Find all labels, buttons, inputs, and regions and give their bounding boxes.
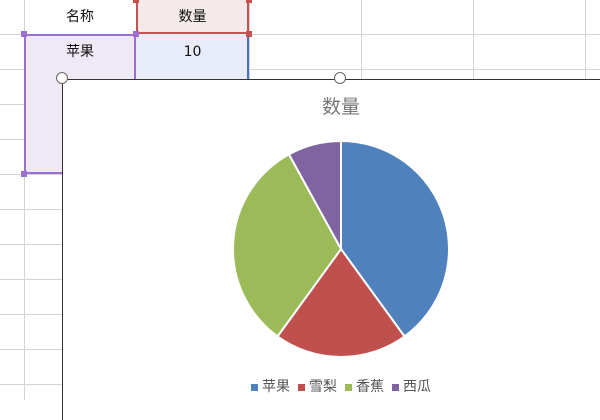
chart-resize-handle[interactable]: [334, 72, 346, 84]
legend-label: 西瓜: [403, 379, 431, 395]
legend-item[interactable]: 香蕉: [345, 376, 384, 396]
range-handle[interactable]: [133, 31, 139, 37]
values-range-highlight: [136, 34, 249, 80]
pie-slice-4[interactable]: [287, 139, 342, 250]
pie-plot: [232, 139, 450, 358]
legend-swatch: [298, 383, 305, 391]
legend-swatch: [345, 383, 352, 391]
range-handle[interactable]: [21, 31, 27, 37]
cell-quantity[interactable]: 10: [183, 44, 202, 60]
legend-label: 苹果: [262, 379, 290, 395]
legend-item[interactable]: 苹果: [251, 376, 290, 396]
col-line: [24, 0, 25, 400]
range-handle[interactable]: [246, 0, 252, 3]
range-handle[interactable]: [246, 31, 252, 37]
legend-label: 香蕉: [356, 379, 384, 395]
pie-slice-3[interactable]: [232, 152, 343, 338]
legend-label: 雪梨: [309, 379, 337, 395]
pie-slice-1[interactable]: [340, 139, 450, 338]
series-name-highlight: [136, 0, 249, 34]
legend-item[interactable]: 雪梨: [298, 376, 337, 396]
range-handle[interactable]: [21, 171, 27, 177]
legend-item[interactable]: 西瓜: [392, 376, 431, 396]
header-cell-quantity[interactable]: 数量: [178, 9, 207, 25]
legend-swatch: [392, 383, 399, 391]
range-handle[interactable]: [133, 0, 139, 3]
chart-resize-handle[interactable]: [56, 72, 68, 84]
legend-swatch: [251, 383, 258, 391]
chart-title[interactable]: 数量: [321, 96, 360, 118]
pie-chart[interactable]: 数量 苹果 雪梨 香蕉 西瓜: [62, 79, 600, 420]
cell-name[interactable]: 苹果: [66, 44, 94, 60]
chart-legend[interactable]: 苹果 雪梨 香蕉 西瓜: [251, 376, 431, 396]
pie-slice-2[interactable]: [276, 247, 406, 358]
header-cell-name[interactable]: 名称: [66, 9, 94, 25]
